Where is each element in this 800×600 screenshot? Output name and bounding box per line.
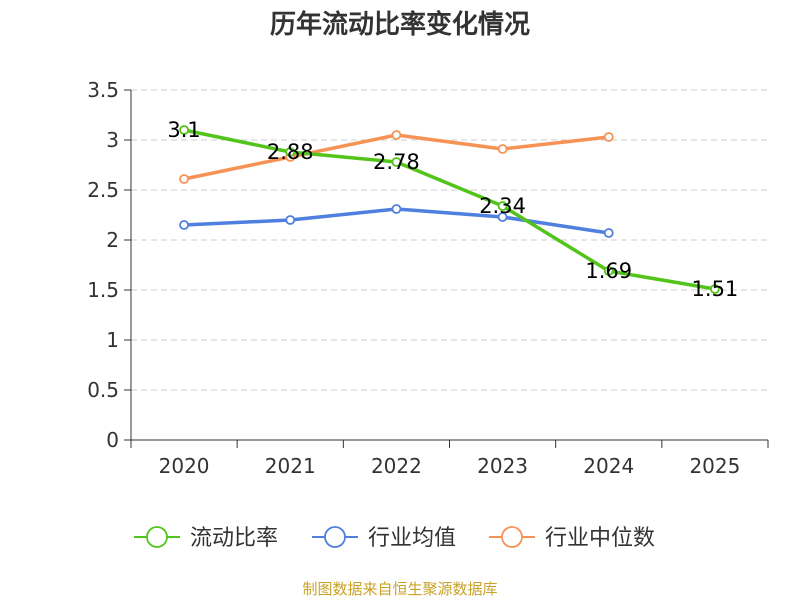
x-tick-label: 2024: [583, 454, 634, 478]
data-label: 2.34: [479, 194, 526, 218]
source-note: 制图数据来自恒生聚源数据库: [302, 580, 498, 598]
series-lines: [179, 125, 720, 294]
x-axis-ticks: 2020 2021 2022 2023 2024 2025: [130, 440, 769, 478]
data-label: 1.69: [585, 259, 632, 283]
data-point: [391, 157, 402, 167]
y-axis-ticks: 0 0.5 1 1.5 2 2.5 3 3.5: [87, 78, 131, 452]
data-point: [603, 266, 614, 276]
x-tick-label: 2023: [477, 454, 528, 478]
data-point: [391, 204, 402, 214]
legend-swatch-marker: [501, 526, 523, 548]
legend-swatch-marker: [146, 526, 168, 548]
data-point: [497, 144, 508, 154]
x-tick-label: 2022: [371, 454, 422, 478]
data-point: [497, 212, 508, 222]
legend-item: 行业中位数: [489, 526, 655, 551]
y-tick-label: 3: [106, 128, 119, 152]
data-point: [285, 215, 296, 225]
grid-lines: [131, 89, 768, 391]
legend-label: 行业均值: [368, 526, 456, 551]
y-tick-label: 2: [106, 228, 119, 252]
data-label: 2.78: [373, 150, 420, 174]
y-tick-label: 3.5: [87, 78, 119, 102]
data-point: [179, 174, 189, 184]
legend-label: 行业中位数: [545, 526, 655, 551]
data-point: [603, 228, 614, 238]
x-tick-label: 2025: [689, 454, 740, 478]
data-point: [179, 220, 189, 230]
data-label: 2.88: [267, 140, 314, 164]
data-label: 1.51: [692, 277, 739, 301]
legend-item: 流动比率: [134, 526, 278, 551]
y-tick-label: 0: [106, 428, 119, 452]
x-tick-label: 2020: [159, 454, 210, 478]
y-tick-label: 1.5: [87, 278, 119, 302]
data-label: 3.1: [167, 118, 200, 142]
data-point: [179, 125, 189, 135]
legend-label: 流动比率: [190, 526, 278, 551]
legend: 流动比率 行业均值 行业中位数: [134, 526, 655, 551]
data-point: [391, 130, 402, 140]
data-point: [710, 284, 720, 294]
y-tick-label: 0.5: [87, 378, 119, 402]
legend-item: 行业均值: [312, 526, 456, 551]
data-point: [603, 132, 614, 142]
chart-title: 历年流动比率变化情况: [269, 10, 530, 40]
x-tick-label: 2021: [265, 454, 316, 478]
data-labels: 3.1 2.88 2.78 2.34 1.69 1.51: [167, 118, 738, 301]
y-tick-label: 1: [106, 328, 119, 352]
y-tick-label: 2.5: [87, 178, 119, 202]
legend-swatch-marker: [324, 526, 346, 548]
series-line-0: [183, 128, 716, 291]
data-point: [497, 201, 508, 211]
data-point: [285, 147, 296, 157]
